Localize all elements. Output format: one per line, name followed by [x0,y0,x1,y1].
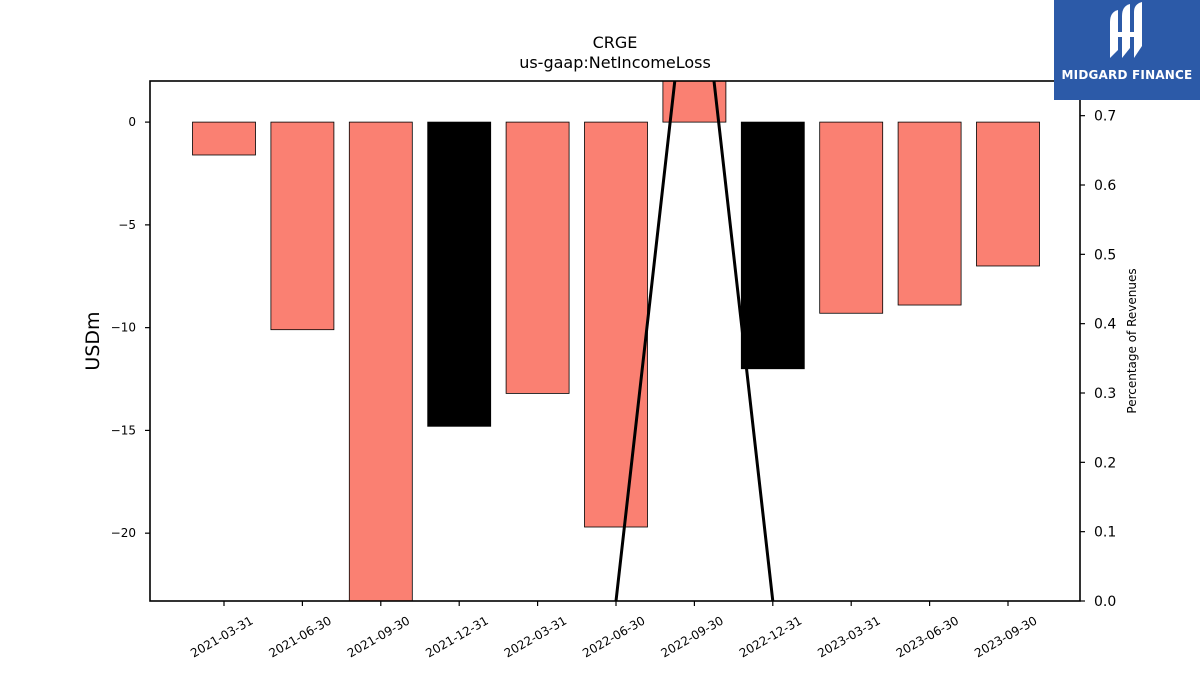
percentage-of-revenues-line [614,81,775,601]
y-tick-label: −20 [111,526,136,540]
bar-2021-06-30 [270,121,335,331]
y-tick-label: 0 [128,115,136,129]
x-tick-label: 2022-03-31 [502,613,569,660]
bar-2021-03-31 [192,121,256,156]
y2-tick-label: 0.6 [1094,178,1116,194]
chart-subtitle: us-gaap:NetIncomeLoss [519,53,711,72]
bar-2023-06-30 [897,121,962,306]
x-tick-label: 2022-09-30 [658,613,725,660]
y2-tick-label: 0.4 [1094,317,1116,333]
y2-axis-label: Percentage of Revenues [1125,268,1139,413]
x-tick-label: 2021-09-30 [345,613,412,660]
y2-tick-label: 0.1 [1094,525,1116,541]
x-tick-label: 2022-12-31 [737,613,804,660]
logo-text: MIDGARD FINANCE [1061,68,1193,82]
y2-tick-label: 0.3 [1094,386,1116,402]
x-tick-label: 2021-06-30 [266,613,333,660]
bars-group [192,81,1040,601]
x-tick-label: 2023-09-30 [972,613,1039,660]
x-tick-label: 2021-12-31 [423,613,490,660]
midgard-finance-logo: MIDGARD FINANCE [1054,0,1200,100]
midgard-m-icon [1110,2,1142,58]
x-tick-label: 2023-06-30 [894,613,961,660]
y2-tick-label: 0.0 [1094,594,1116,610]
bar-2021-09-30 [348,121,413,601]
y2-tick-label: 0.2 [1094,455,1116,471]
bar-2022-12-31 [740,121,805,370]
y2-axis: 0.0 0.1 0.2 0.3 0.4 0.5 0.6 0.7 [1080,109,1116,610]
bar-2021-12-31 [427,121,492,427]
y-tick-label: −10 [111,321,136,335]
y2-tick-label: 0.7 [1094,109,1116,125]
x-tick-label: 2023-03-31 [815,613,882,660]
x-tick-label: 2022-06-30 [580,613,647,660]
bar-2022-03-31 [505,121,570,394]
x-tick-label: 2021-03-31 [188,613,255,660]
bar-2022-06-30 [584,121,648,528]
chart-title: CRGE [593,33,638,52]
y-tick-label: −15 [111,423,136,437]
y-axis-label: USDm [82,311,104,370]
y-tick-label: −5 [118,218,136,232]
percentage-line-group [614,81,775,601]
x-axis: 2021-03-31 2021-06-30 2021-09-30 2021-12-31… [188,601,1040,660]
bar-2023-09-30 [976,121,1040,267]
y-axis: 0 −5 −10 −15 −20 [111,115,150,540]
bar-2023-03-31 [819,121,884,314]
y2-tick-label: 0.5 [1094,247,1116,263]
plot-frame [149,80,1081,602]
